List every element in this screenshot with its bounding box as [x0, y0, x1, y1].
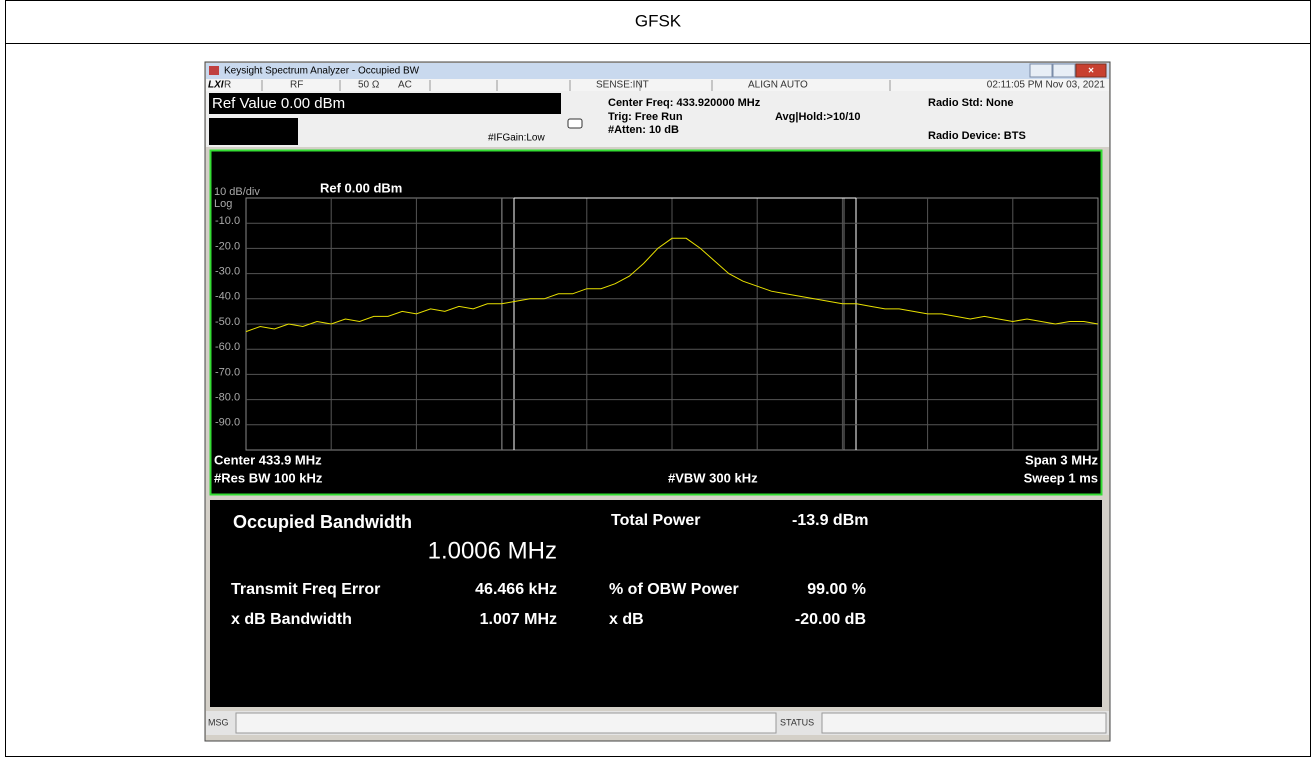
y-tick-label: -60.0 [215, 341, 240, 353]
status-separators [261, 80, 891, 91]
results-panel [210, 500, 1102, 707]
result-value: 99.00 % [807, 581, 866, 598]
total-power-label: Total Power [611, 512, 701, 529]
status-label: STATUS [780, 717, 814, 727]
close-icon: × [1088, 66, 1094, 77]
ref-value: Ref Value 0.00 dBm [212, 95, 345, 112]
scale-label: 10 dB/div [214, 186, 260, 198]
window-title: Keysight Spectrum Analyzer - Occupied BW [224, 66, 420, 77]
footer-span: Span 3 MHz [1025, 452, 1098, 467]
status-item: SENSE:INT [596, 80, 649, 91]
result-value: 46.466 kHz [475, 581, 557, 598]
result-label: % of OBW Power [609, 581, 739, 598]
title-bar [206, 63, 1109, 79]
result-value: 1.007 MHz [480, 611, 557, 628]
ref-label: Ref 0.00 dBm [320, 180, 402, 195]
center-freq: Center Freq: 433.920000 MHz [608, 97, 761, 109]
status-item: AC [398, 80, 412, 91]
maximize-button[interactable] [1052, 63, 1076, 78]
obw-value: 1.0006 MHz [428, 537, 557, 564]
y-tick-label: -90.0 [215, 417, 240, 429]
result-label: x dB Bandwidth [231, 611, 352, 628]
msg-label: MSG [208, 717, 229, 727]
radio-std: Radio Std: None [928, 97, 1014, 109]
graph-panel [209, 149, 1103, 496]
footer-sweep: Sweep 1 ms [1024, 470, 1098, 485]
input-box [209, 118, 298, 145]
atten: #Atten: 10 dB [608, 124, 679, 136]
status-item: ALIGN AUTO [748, 80, 808, 91]
trace [245, 237, 1099, 333]
y-tick-label: -10.0 [215, 215, 240, 227]
log-label: Log [214, 198, 232, 210]
status-item: R [224, 80, 231, 91]
close-button[interactable] [1075, 63, 1107, 78]
status-item: RF [290, 80, 303, 91]
minimize-button[interactable] [1029, 63, 1053, 78]
result-label: Transmit Freq Error [231, 581, 380, 598]
y-tick-label: -70.0 [215, 366, 240, 378]
trig: Trig: Free Run [608, 111, 683, 123]
ref-value-box [209, 93, 561, 114]
doc-title: GFSK [635, 11, 682, 30]
footer-res-bw: #Res BW 100 kHz [214, 470, 323, 485]
status-item: LXI [208, 80, 224, 91]
msg-field [235, 712, 777, 734]
if-gain: #IFGain:Low [488, 133, 545, 144]
result-label: x dB [609, 611, 644, 628]
app-icon [209, 66, 219, 75]
status-field [821, 712, 1107, 734]
result-value: -20.00 dB [795, 611, 866, 628]
status-row [206, 79, 1109, 91]
radio-device: Radio Device: BTS [928, 130, 1026, 142]
y-tick-label: -40.0 [215, 291, 240, 303]
status-item: 50 Ω [358, 80, 380, 91]
avg-hold: Avg|Hold:>10/10 [775, 111, 861, 123]
obw-label: Occupied Bandwidth [233, 512, 412, 532]
y-tick-label: -50.0 [215, 316, 240, 328]
y-tick-label: -80.0 [215, 392, 240, 404]
footer-vbw: #VBW 300 kHz [668, 470, 758, 485]
status-item: 02:11:05 PM Nov 03, 2021 [987, 80, 1106, 91]
y-tick-label: -20.0 [215, 240, 240, 252]
trigger-icon [567, 118, 583, 129]
total-power: -13.9 dBm [792, 512, 868, 529]
y-tick-label: -30.0 [215, 266, 240, 278]
footer-center: Center 433.9 MHz [214, 452, 322, 467]
